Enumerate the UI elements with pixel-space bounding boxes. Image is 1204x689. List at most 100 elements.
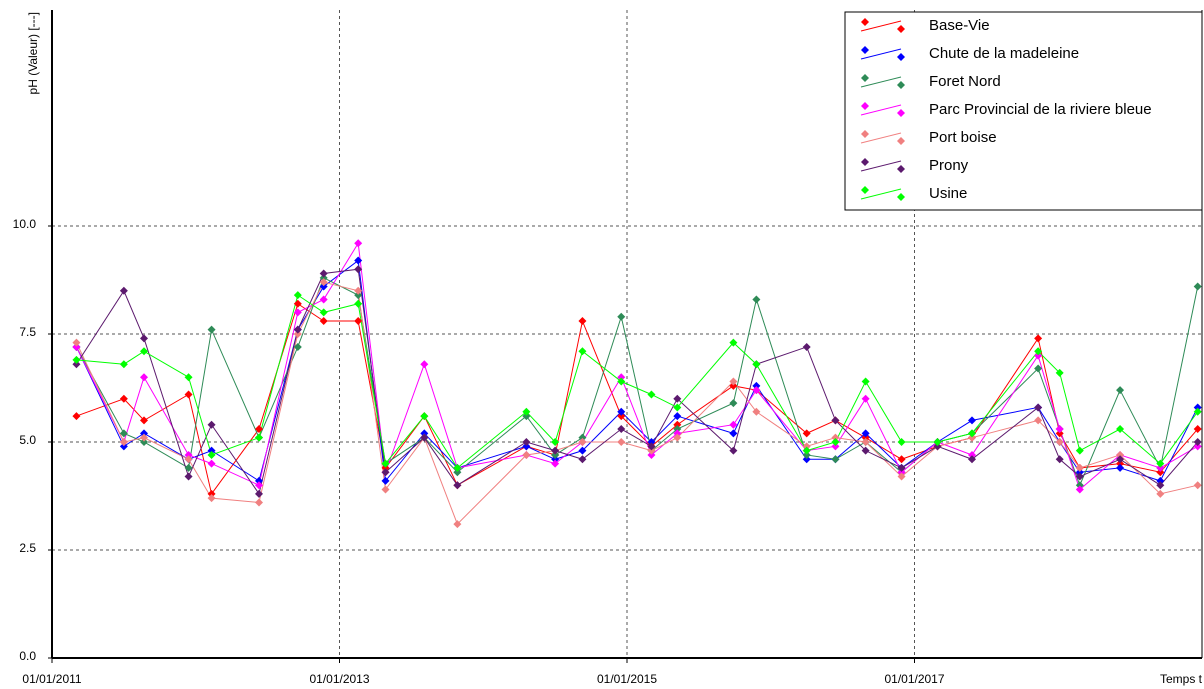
legend-swatch	[897, 25, 905, 33]
data-point	[968, 455, 976, 464]
legend-swatch	[861, 130, 869, 138]
legend-swatch	[860, 48, 902, 60]
data-point	[1193, 403, 1202, 412]
data-point	[319, 308, 328, 317]
data-point	[1116, 455, 1125, 464]
data-point	[293, 342, 302, 351]
data-point	[72, 360, 81, 369]
x-tick-label: 01/01/2011	[22, 672, 81, 686]
legend-swatch	[861, 186, 869, 194]
data-point	[551, 459, 560, 468]
legend-swatch	[897, 53, 905, 61]
series-line	[76, 294, 1199, 469]
data-point	[381, 463, 390, 472]
data-point	[861, 377, 870, 386]
data-point	[354, 265, 363, 274]
data-point	[1075, 468, 1084, 477]
data-point	[207, 459, 216, 468]
data-point	[522, 438, 531, 446]
legend-swatch	[897, 193, 905, 201]
legend-swatch	[860, 132, 902, 144]
data-point	[381, 485, 390, 494]
data-point	[551, 450, 560, 459]
legend-label: Base-Vie	[929, 17, 990, 34]
data-point	[184, 450, 193, 459]
x-tick-label: 01/01/2017	[884, 672, 944, 686]
data-point	[897, 468, 906, 477]
data-point	[647, 450, 656, 459]
legend-label: Usine	[929, 185, 967, 202]
data-point	[1116, 463, 1125, 472]
x-axis-label: Temps t	[1160, 672, 1203, 686]
data-point	[1156, 463, 1165, 472]
data-point	[381, 459, 390, 468]
data-point	[933, 442, 942, 451]
legend-swatch	[860, 76, 902, 88]
data-point	[140, 347, 148, 356]
legend-box	[844, 11, 1203, 211]
legend-swatch	[897, 109, 905, 117]
legend-label: Prony	[929, 157, 969, 174]
legend-swatch	[897, 137, 905, 145]
data-point	[1193, 438, 1202, 446]
data-point	[729, 420, 738, 429]
data-point	[551, 446, 560, 455]
data-point	[1156, 476, 1165, 485]
legend-swatch	[897, 165, 905, 173]
data-point	[1034, 416, 1043, 425]
data-point	[897, 438, 906, 446]
data-point	[578, 438, 587, 446]
data-point	[968, 416, 976, 425]
data-point	[1193, 442, 1202, 451]
data-point	[673, 394, 682, 403]
data-point	[831, 438, 840, 446]
data-point	[647, 390, 656, 399]
data-point	[861, 438, 870, 446]
data-point	[140, 429, 148, 438]
series-line	[75, 241, 1198, 491]
data-point	[1116, 450, 1125, 459]
data-point	[522, 442, 531, 451]
data-point	[255, 425, 263, 434]
data-point	[1193, 282, 1202, 291]
data-point	[578, 433, 587, 442]
data-point	[72, 342, 81, 351]
data-point	[729, 381, 738, 390]
data-point	[1156, 481, 1165, 490]
data-point	[319, 269, 328, 278]
data-point	[831, 416, 840, 425]
legend-entry: Port boise	[860, 129, 997, 146]
legend-swatch	[861, 158, 869, 166]
data-point	[119, 438, 128, 446]
data-point	[673, 429, 682, 438]
data-point	[354, 239, 363, 248]
legend-swatch	[861, 74, 869, 82]
data-point	[354, 286, 363, 295]
data-point	[647, 438, 656, 446]
data-point	[207, 489, 216, 498]
data-point	[1156, 468, 1165, 477]
data-point	[184, 373, 193, 382]
data-point	[1055, 368, 1064, 377]
data-point	[184, 472, 193, 481]
data-point	[255, 481, 263, 490]
data-point	[968, 450, 976, 459]
data-point	[207, 494, 216, 503]
legend-entry: Prony	[860, 157, 969, 174]
data-point	[207, 420, 216, 429]
x-tick-label: 01/01/2015	[597, 672, 657, 686]
data-point	[1116, 386, 1125, 395]
data-point	[354, 291, 363, 300]
legend-swatch	[860, 104, 902, 116]
data-point	[752, 381, 761, 390]
data-point	[420, 360, 429, 369]
data-point	[752, 360, 761, 369]
data-point	[293, 330, 302, 338]
data-point	[617, 438, 626, 446]
x-tick-label: 01/01/2013	[309, 672, 369, 686]
legend-swatch	[860, 188, 902, 200]
data-point	[255, 489, 263, 498]
data-point	[897, 463, 906, 472]
legend-label: Chute de la madeleine	[929, 45, 1079, 62]
